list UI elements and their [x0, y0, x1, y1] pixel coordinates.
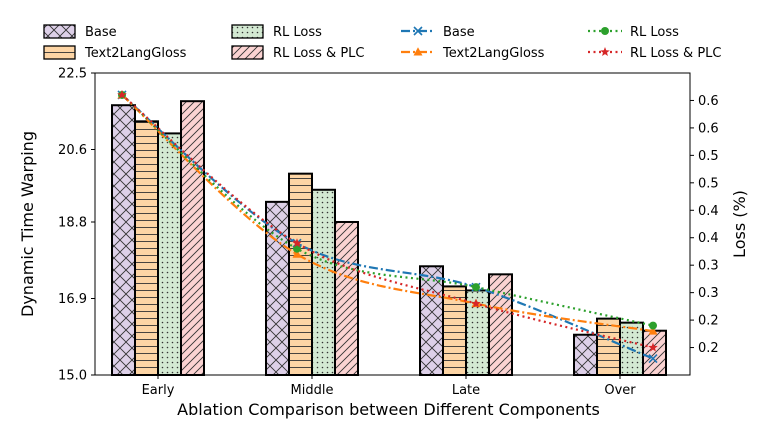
x-tick-label: Middle	[291, 383, 334, 398]
bar-4-over	[642, 329, 667, 376]
right-tick-label: 0.4	[698, 231, 719, 246]
right-tick-label: 0.3	[698, 286, 719, 301]
left-tick-label: 22.5	[58, 67, 87, 82]
legend-bar-swatch-4	[231, 45, 264, 60]
x-tick-label: Early	[142, 383, 175, 398]
line-point-4-middle	[292, 238, 302, 248]
legend-bar-label-2: Text2LangGloss	[84, 46, 187, 61]
left-tick-label: 15.0	[58, 369, 87, 384]
x-tick-label: Over	[604, 383, 636, 398]
x-tick-label: Late	[452, 383, 480, 398]
bar-2-late	[442, 285, 467, 376]
bar-3-early	[157, 132, 182, 376]
left-tick-label: 18.8	[58, 215, 87, 230]
x-axis-title: Ablation Comparison between Different Co…	[177, 400, 600, 419]
right-tick-label: 0.5	[698, 176, 719, 191]
legend-line-label-1: Base	[443, 25, 475, 40]
line-series-4	[121, 94, 654, 349]
right-tick-label: 0.5	[698, 149, 719, 164]
line-point-4-over	[648, 342, 658, 352]
legend-bar-swatch-3	[231, 24, 264, 39]
line-point-3-late	[472, 283, 480, 292]
left-tick-label: 16.9	[58, 292, 87, 307]
axes: 15.0 16.9 18.8 20.6 22.5 0.2 0.2 0.3 0.3 0.4 0.4 0.…	[18, 67, 749, 420]
right-tick-label: 0.3	[698, 259, 719, 274]
right-tick-label: 0.6	[698, 121, 719, 136]
legend-bar-label-3: RL Loss	[273, 25, 322, 40]
legend: Base Text2LangGloss RL Loss RL Loss & PLC Ba…	[43, 24, 721, 61]
bar-2-middle	[288, 172, 313, 376]
bar-2-early	[134, 120, 159, 376]
left-tick-label: 20.6	[58, 143, 87, 158]
legend-line-marker-4	[600, 47, 610, 57]
line-series-3	[121, 94, 654, 327]
line-point-4-late	[471, 298, 481, 308]
legend-line-marker-3	[601, 27, 609, 35]
left-axis-title: Dynamic Time Warping	[18, 131, 37, 317]
line-series-2	[121, 94, 654, 333]
bar-4-middle	[334, 220, 359, 376]
bar-1-over	[573, 333, 598, 377]
legend-bar-swatch-1	[43, 24, 76, 39]
line-point-3-over	[649, 321, 657, 330]
bar-1-late	[419, 265, 444, 376]
legend-bar-label-4: RL Loss & PLC	[273, 46, 364, 61]
line-point-1-over	[648, 353, 658, 364]
right-tick-label: 0.4	[698, 204, 719, 219]
bar-1-early	[111, 104, 136, 376]
bar-group	[111, 100, 667, 377]
legend-line-label-3: RL Loss	[630, 25, 679, 40]
legend-line-label-4: RL Loss & PLC	[630, 46, 721, 61]
right-tick-label: 0.6	[698, 94, 719, 109]
bar-1-middle	[265, 200, 290, 376]
legend-line-marker-1	[413, 26, 423, 36]
line-point-2-middle	[292, 249, 302, 258]
right-axis-title: Loss (%)	[730, 190, 749, 258]
legend-line-marker-2	[413, 47, 423, 56]
legend-bar-label-1: Base	[85, 25, 117, 40]
line-point-4-early	[117, 89, 127, 100]
right-tick-label: 0.2	[698, 341, 719, 356]
line-group	[117, 89, 658, 364]
line-point-2-over	[648, 326, 658, 335]
legend-line-label-2: Text2LangGloss	[442, 46, 545, 61]
legend-bar-swatch-2	[43, 45, 76, 60]
bar-3-middle	[311, 188, 336, 376]
line-point-3-middle	[293, 244, 301, 253]
bar-4-late	[488, 273, 513, 377]
bar-4-early	[180, 100, 205, 376]
plot-frame	[94, 72, 691, 376]
right-tick-label: 0.2	[698, 314, 719, 329]
